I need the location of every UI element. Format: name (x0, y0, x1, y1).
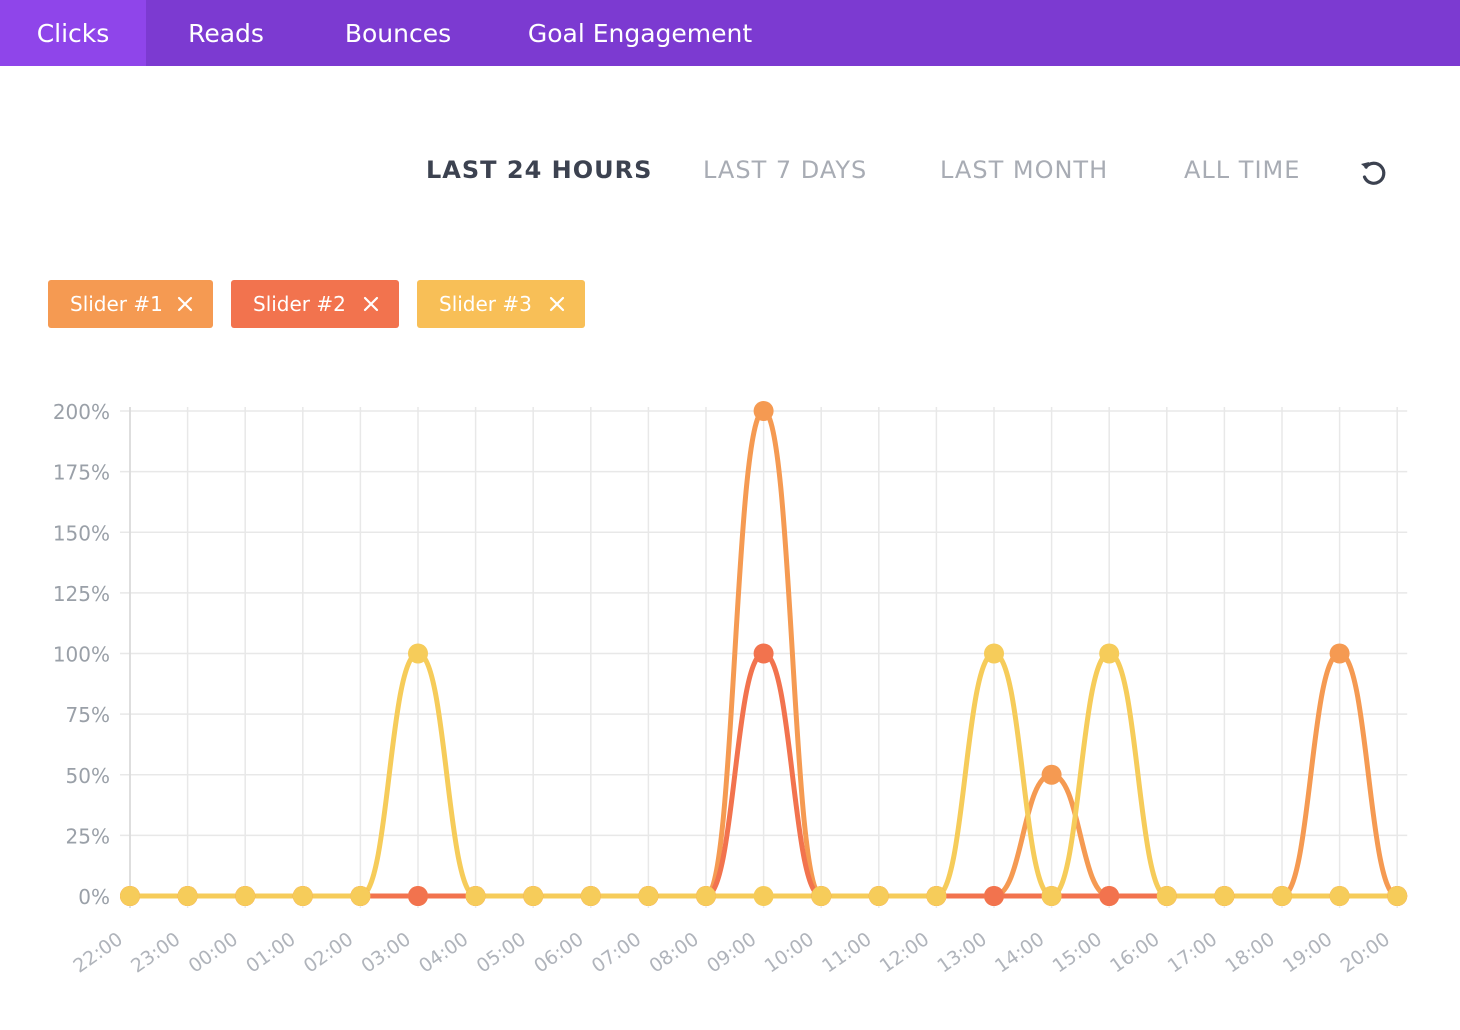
x-tick-label: 07:00 (588, 928, 645, 977)
x-tick-label: 09:00 (703, 928, 760, 977)
x-tick-label: 15:00 (1049, 928, 1106, 977)
close-icon[interactable] (547, 294, 567, 314)
x-tick-label: 17:00 (1164, 928, 1221, 977)
range-last-7-days[interactable]: LAST 7 DAYS (703, 156, 868, 184)
x-tick-label: 14:00 (991, 928, 1048, 977)
y-tick-label: 175% (53, 461, 110, 485)
data-point-slider-1 (753, 401, 774, 421)
data-point-slider-3 (235, 886, 256, 906)
x-tick-label: 18:00 (1221, 928, 1278, 977)
x-tick-label: 03:00 (357, 928, 414, 977)
y-tick-label: 200% (53, 400, 110, 424)
data-point-slider-2 (1099, 886, 1120, 906)
y-tick-label: 125% (53, 582, 110, 606)
chip-slider-3: Slider #3 (417, 280, 585, 328)
y-tick-label: 0% (78, 885, 110, 909)
x-tick-label: 02:00 (300, 928, 357, 977)
clicks-line-chart: 0% 25% 50% 75% 100% 125% 150% 175% 200% 22:00 23:0… (53, 400, 1408, 978)
data-point-slider-3 (638, 886, 659, 906)
data-point-slider-3 (696, 886, 716, 906)
y-tick-label: 50% (66, 764, 110, 788)
data-point-slider-3 (350, 886, 371, 906)
data-point-slider-3 (580, 886, 601, 906)
chip-slider-2: Slider #2 (231, 280, 399, 328)
data-point-slider-2 (984, 886, 1004, 906)
data-point-slider-3 (926, 886, 947, 906)
x-tick-label: 12:00 (876, 928, 933, 977)
chip-label: Slider #1 (70, 292, 163, 316)
data-point-slider-3 (753, 886, 774, 906)
data-point-slider-3 (177, 886, 198, 906)
data-point-slider-3 (408, 643, 428, 664)
data-point-slider-2 (408, 886, 428, 906)
y-tick-label: 25% (66, 824, 110, 848)
x-tick-label: 05:00 (473, 928, 530, 977)
x-tick-label: 13:00 (933, 928, 990, 977)
data-point-slider-3 (292, 886, 313, 906)
data-point-slider-3 (523, 886, 544, 906)
data-point-slider-2 (753, 643, 774, 664)
data-point-slider-3 (1099, 643, 1120, 664)
x-tick-label: 23:00 (127, 928, 184, 977)
tab-clicks[interactable]: Clicks (0, 0, 146, 66)
y-tick-label: 75% (66, 703, 110, 727)
x-tick-label: 22:00 (69, 928, 126, 977)
chip-slider-1: Slider #1 (48, 280, 213, 328)
data-point-slider-3 (1272, 886, 1292, 906)
range-last-month[interactable]: LAST MONTH (940, 156, 1109, 184)
data-point-slider-3 (1156, 886, 1177, 906)
x-tick-label: 20:00 (1337, 928, 1394, 977)
time-range-selector: LAST 24 HOURS LAST 7 DAYS LAST MONTH ALL… (0, 152, 1460, 196)
data-point-slider-3 (984, 643, 1004, 664)
series-line-slider-1 (127, 408, 1400, 899)
x-tick-label: 04:00 (415, 928, 472, 977)
data-point-slider-3 (465, 886, 486, 906)
tab-reads[interactable]: Reads (188, 18, 264, 48)
range-all-time[interactable]: ALL TIME (1184, 156, 1301, 184)
x-tick-label: 01:00 (242, 928, 299, 977)
data-point-slider-3 (1387, 886, 1408, 906)
y-tick-label: 150% (53, 521, 110, 545)
x-tick-label: 00:00 (185, 928, 242, 977)
close-icon[interactable] (175, 294, 195, 314)
chip-label: Slider #3 (439, 292, 532, 316)
tab-bounces[interactable]: Bounces (344, 18, 452, 48)
range-last-24-hours[interactable]: LAST 24 HOURS (426, 156, 653, 184)
x-tick-label: 08:00 (645, 928, 702, 977)
reset-icon[interactable] (1356, 156, 1392, 192)
x-tick-label: 06:00 (530, 928, 587, 977)
x-tick-label: 11:00 (818, 928, 875, 977)
data-point-slider-3 (120, 886, 140, 906)
x-tick-label: 19:00 (1279, 928, 1336, 977)
x-tick-label: 10:00 (761, 928, 818, 977)
tab-goal-engagement[interactable]: Goal Engagement (527, 18, 753, 48)
data-point-slider-3 (1041, 886, 1062, 906)
data-point-slider-3 (868, 886, 889, 906)
chip-label: Slider #2 (253, 292, 346, 316)
top-nav: Clicks Reads Bounces Goal Engagement (0, 0, 1460, 66)
data-point-slider-3 (811, 886, 832, 906)
data-point-slider-3 (1214, 886, 1235, 906)
data-point-slider-1 (1041, 764, 1062, 785)
close-icon[interactable] (361, 294, 381, 314)
x-tick-label: 16:00 (1106, 928, 1163, 977)
data-point-slider-1 (1329, 643, 1350, 664)
data-point-slider-3 (1329, 886, 1350, 906)
y-tick-label: 100% (53, 643, 110, 667)
